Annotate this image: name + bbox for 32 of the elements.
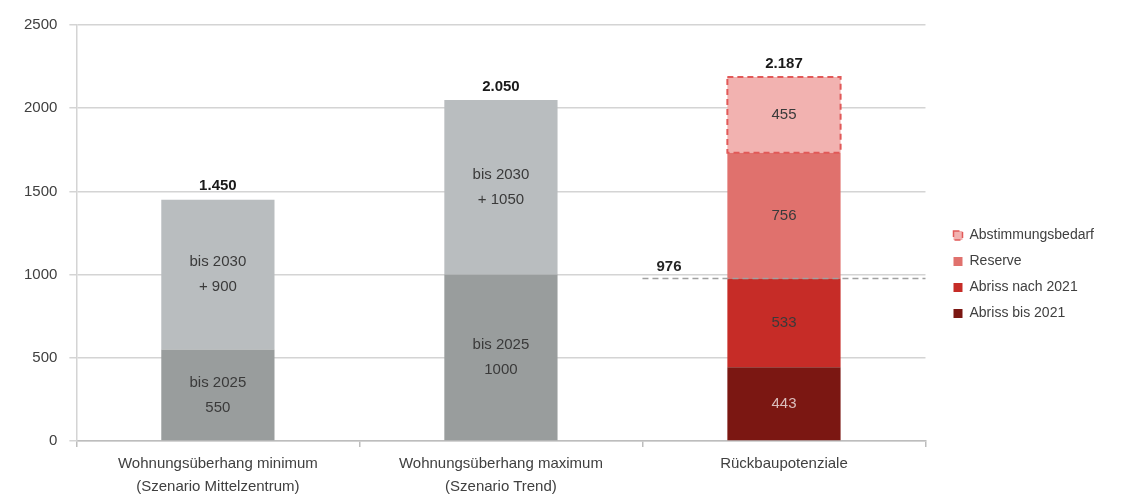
- bar: [444, 274, 558, 441]
- bar: [161, 199, 275, 350]
- total-label: 2.050: [482, 76, 520, 94]
- data-label: 455: [771, 105, 797, 123]
- y-tick-label: 1000: [23, 264, 58, 282]
- y-tick-label: 2500: [23, 15, 58, 33]
- bar: [444, 99, 558, 275]
- legend-label: Abriss nach 2021: [969, 278, 1078, 295]
- ref-line-label: 976: [656, 257, 682, 275]
- data-label: bis 2030 + 1050: [472, 164, 530, 207]
- x-tick-label: Rückbaupotenziale: [720, 454, 848, 472]
- legend-label: Abriss bis 2021: [969, 304, 1066, 321]
- total-label: 2.187: [765, 53, 803, 71]
- bar: [161, 349, 275, 441]
- total-label: 1.450: [199, 176, 237, 194]
- y-tick-label: 2000: [23, 98, 58, 116]
- bar: [727, 152, 841, 279]
- legend-label: Abstimmungsbedarf: [969, 226, 1095, 243]
- x-tick-label: Wohnungsüberhang maximum (Szenario Trend): [398, 454, 603, 494]
- data-label: 756: [771, 205, 797, 223]
- y-tick-label: 0: [49, 431, 58, 449]
- data-label: 443: [771, 393, 797, 411]
- legend-label: Reserve: [969, 252, 1022, 269]
- x-tick-label: Wohnungsüberhang minimum (Szenario Mittelzentrum): [117, 454, 318, 494]
- data-label: 533: [771, 313, 797, 331]
- y-tick-label: 1500: [23, 181, 58, 199]
- bar: [727, 367, 841, 441]
- data-label: bis 2025 550: [189, 372, 247, 415]
- data-label: bis 2030 + 900: [189, 252, 247, 295]
- bar: [727, 278, 841, 368]
- data-label: bis 2025 1000: [472, 335, 530, 378]
- y-tick-label: 500: [32, 347, 58, 365]
